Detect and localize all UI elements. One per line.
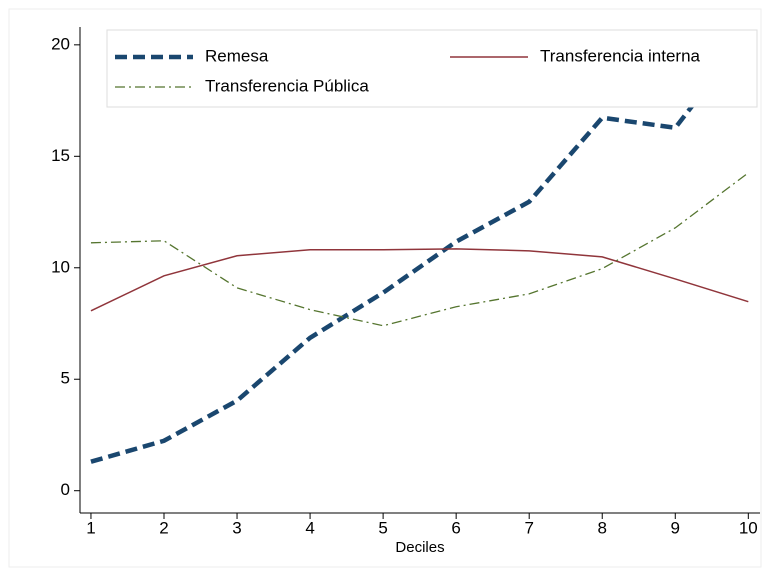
legend-label: Transferencia interna [540,46,701,65]
x-tick-label: 5 [378,518,387,537]
x-tick-label: 4 [305,518,314,537]
x-tick-label: 8 [597,518,606,537]
x-tick-label: 6 [451,518,460,537]
legend-box [106,29,758,108]
y-tick-label: 15 [51,146,70,165]
x-tick-label: 7 [524,518,533,537]
series-line [90,172,749,327]
legend-label: Transferencia Pública [205,76,369,95]
x-tick-label: 10 [739,518,758,537]
y-tick-label: 10 [51,257,70,276]
legend-label: Remesa [205,46,269,65]
x-tick-label: 2 [159,518,168,537]
x-tick-label: 9 [671,518,680,537]
series-line [90,32,751,464]
series-line [90,248,749,312]
x-tick-label: 3 [232,518,241,537]
y-tick-label: 20 [51,34,70,53]
y-tick-label: 0 [61,480,70,499]
x-axis-label: Deciles [395,539,444,556]
x-tick-label: 1 [86,518,95,537]
graph-frame [8,8,762,568]
y-tick-label: 5 [61,369,70,388]
